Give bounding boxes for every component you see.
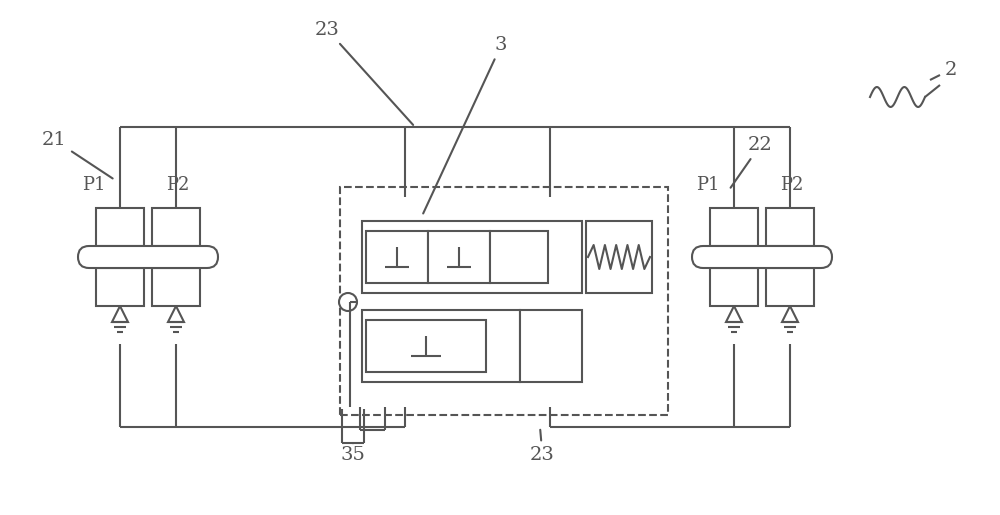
- Polygon shape: [168, 306, 184, 322]
- Text: 21: 21: [42, 131, 113, 179]
- Bar: [96, 268, 144, 306]
- Bar: [96, 208, 144, 246]
- Bar: [710, 208, 758, 246]
- Bar: [766, 268, 814, 306]
- Circle shape: [339, 293, 357, 311]
- Polygon shape: [112, 306, 128, 322]
- Bar: [586, 221, 652, 293]
- Bar: [340, 187, 668, 415]
- Text: P1: P1: [82, 176, 106, 194]
- Bar: [366, 231, 428, 283]
- Bar: [428, 231, 490, 283]
- FancyBboxPatch shape: [692, 246, 832, 268]
- Bar: [362, 221, 582, 293]
- Text: 3: 3: [423, 36, 508, 214]
- Bar: [350, 197, 658, 407]
- Bar: [362, 310, 520, 382]
- Text: 35: 35: [340, 443, 365, 464]
- Text: 23: 23: [315, 21, 413, 125]
- Bar: [366, 320, 486, 372]
- Text: 2: 2: [945, 61, 957, 79]
- Text: P2: P2: [780, 176, 804, 194]
- Text: P1: P1: [696, 176, 720, 194]
- Bar: [520, 310, 582, 382]
- Text: P2: P2: [166, 176, 190, 194]
- Polygon shape: [726, 306, 742, 322]
- FancyBboxPatch shape: [78, 246, 218, 268]
- Text: 22: 22: [731, 136, 773, 188]
- Text: 23: 23: [530, 430, 555, 464]
- Bar: [766, 208, 814, 246]
- Polygon shape: [782, 306, 798, 322]
- Bar: [152, 268, 200, 306]
- Bar: [490, 231, 548, 283]
- Bar: [152, 208, 200, 246]
- Bar: [710, 268, 758, 306]
